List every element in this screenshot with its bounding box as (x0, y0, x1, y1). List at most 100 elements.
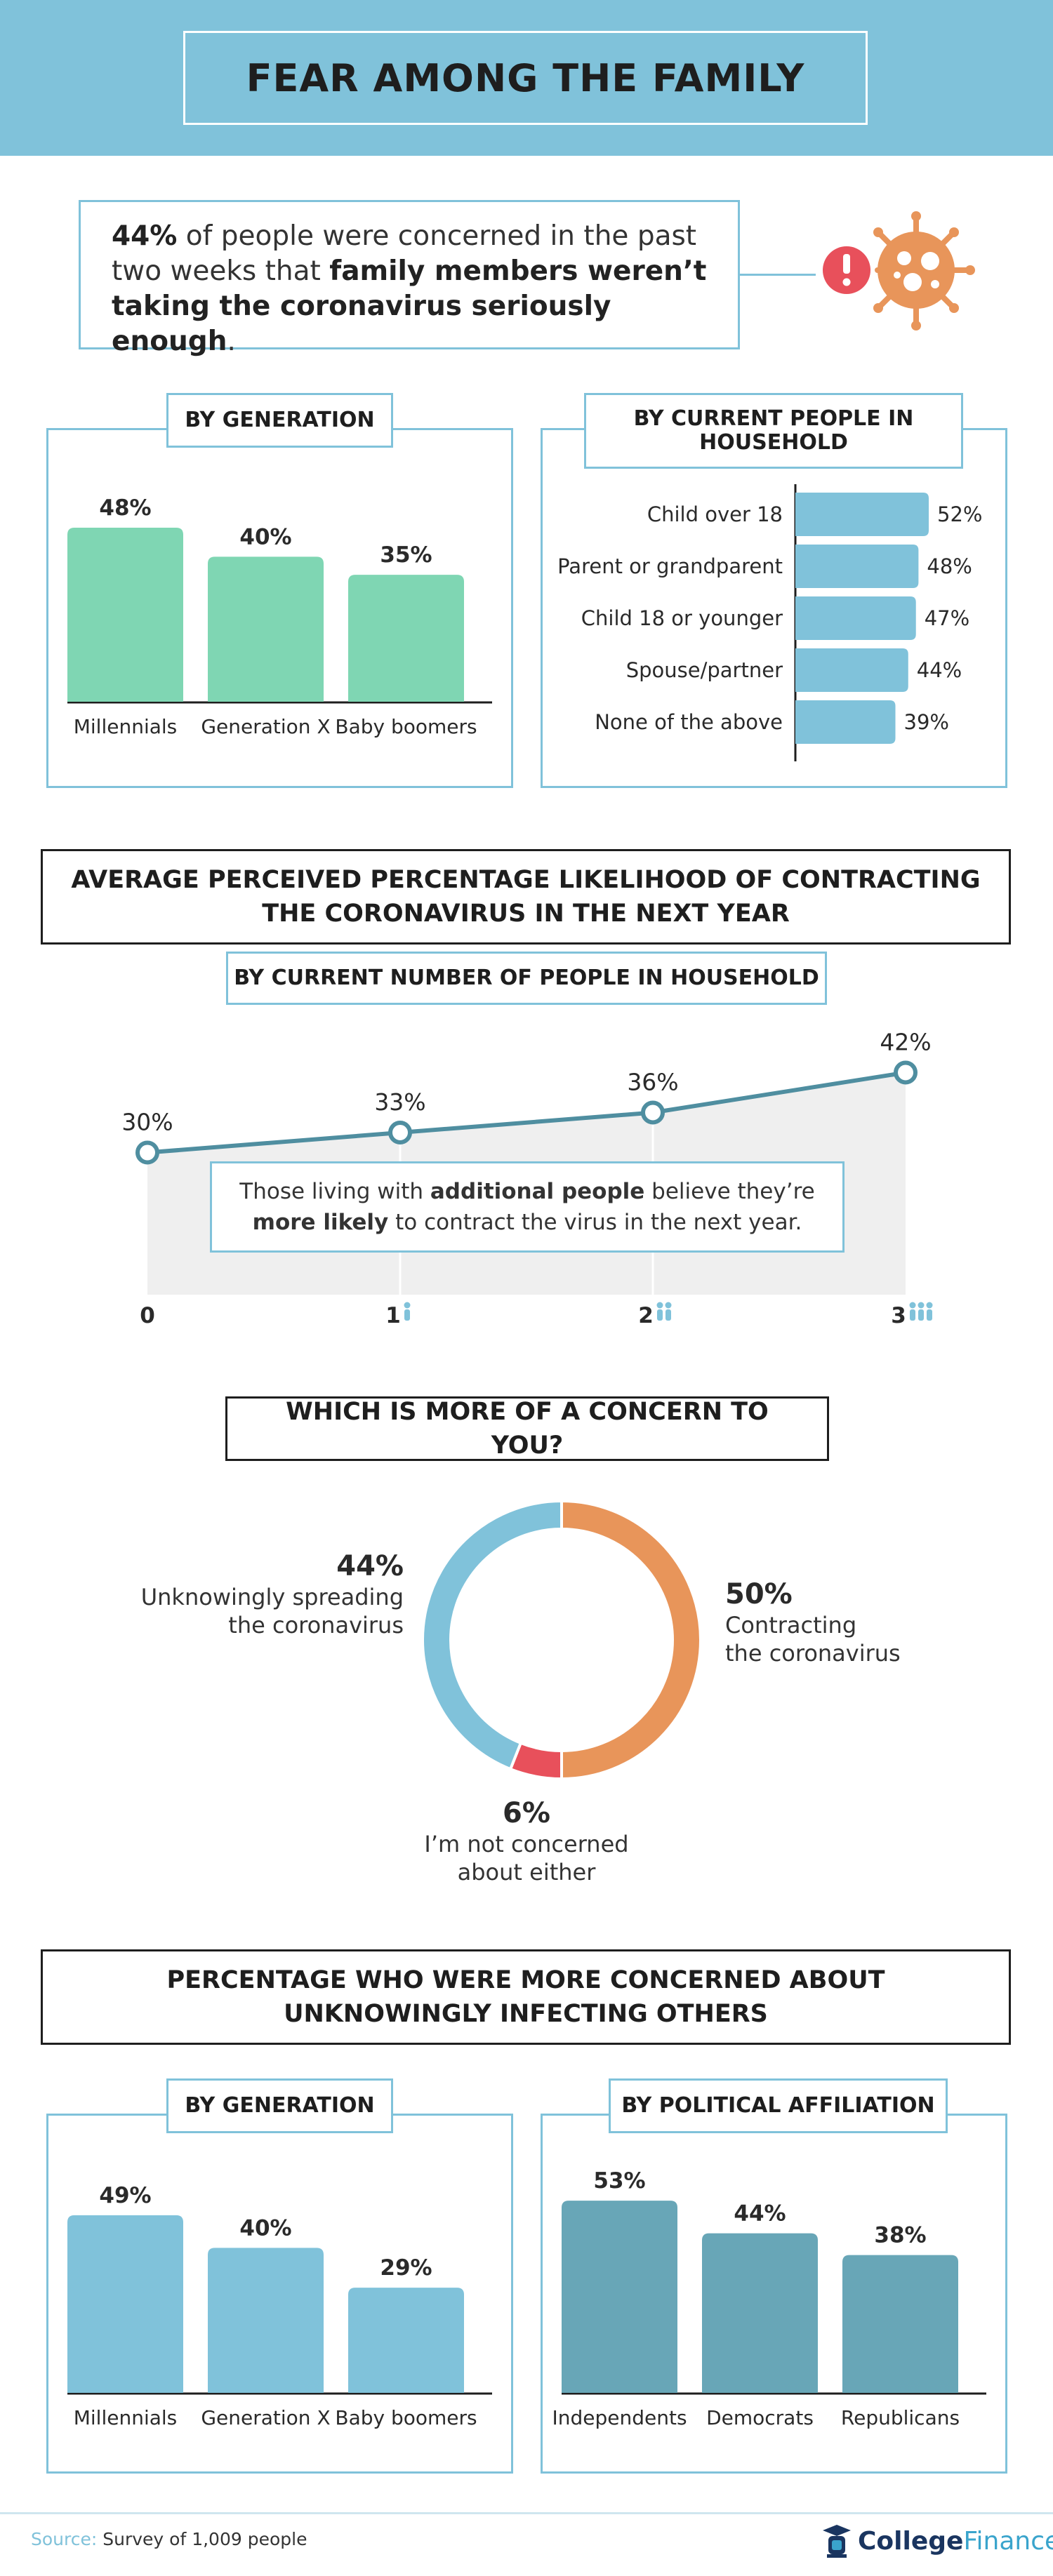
intro-bold: family members weren’t taking the corona… (112, 255, 707, 357)
bar (67, 2215, 183, 2393)
callout-bold-1: additional people (430, 1179, 645, 1204)
person-head (404, 1302, 411, 1309)
bar (208, 556, 324, 702)
category-label: Baby boomers (335, 715, 477, 738)
bar-value-label: 38% (874, 2223, 926, 2248)
point-value-label: 30% (121, 1109, 173, 1136)
line-point (641, 1100, 665, 1125)
bar-value-label: 44% (917, 658, 962, 682)
callout-part-1: Those living with (239, 1179, 430, 1204)
intro-pct: 44% (112, 220, 178, 252)
point-value-label: 36% (627, 1069, 678, 1096)
bar-value-label: 35% (380, 542, 432, 568)
intro-statement: 44% of people were concerned in the past… (79, 200, 740, 357)
header-banner: FEAR AMONG THE FAMILY (0, 0, 1053, 156)
brand-finance: Finance (963, 2526, 1053, 2556)
person-head (909, 1302, 916, 1309)
category-label: Parent or grandparent (557, 554, 783, 578)
political-bar-chart: 53% Independents 44% Democrats 38% Republican… (552, 2168, 986, 2429)
person-body (927, 1309, 932, 1321)
infecting-generation-tab: BY GENERATION (166, 2078, 393, 2133)
bar (67, 528, 183, 702)
bar-value-label: 39% (904, 710, 949, 734)
virus-icon (873, 211, 975, 331)
household-tab: BY CURRENT PEOPLE IN HOUSEHOLD (584, 393, 963, 469)
person-body (918, 1309, 924, 1321)
bar-value-label: 40% (239, 2215, 291, 2241)
person-icon (909, 1302, 916, 1321)
bar (702, 2233, 818, 2393)
household-bar-chart: Child over 18 52% Parent or grandparent 48%… (557, 484, 982, 761)
intro-text-2: . (227, 326, 236, 357)
category-label: Child over 18 (647, 502, 783, 526)
brand-logo: College Finance (821, 2523, 1053, 2558)
line-point (894, 1060, 918, 1085)
category-label: Spouse/partner (626, 658, 783, 682)
generation-tab: BY GENERATION (166, 393, 393, 448)
bar (795, 596, 916, 640)
point-value-label: 33% (374, 1088, 425, 1116)
person-icon (926, 1302, 933, 1321)
bar (348, 575, 464, 702)
bar-value-label: 40% (239, 524, 291, 549)
bar-value-label: 44% (734, 2201, 786, 2227)
bar-value-label: 48% (927, 554, 972, 578)
virus-illustration (823, 211, 975, 331)
source-note: Source: Survey of 1,009 people (31, 2529, 307, 2549)
source-label: Source: (31, 2529, 98, 2549)
none-label-2: about either (457, 1859, 596, 1886)
category-label: Republicans (841, 2406, 960, 2429)
likelihood-callout: Those living with additional people beli… (210, 1161, 845, 1253)
donut-label-spreading: 44% Unknowingly spreading the coronaviru… (126, 1549, 404, 1639)
concern-section-title: WHICH IS MORE OF A CONCERN TO YOU? (225, 1396, 829, 1461)
line-series (147, 1070, 906, 1155)
category-label: Millennials (74, 715, 178, 738)
contracting-pct: 50% (725, 1578, 793, 1610)
spreading-label-1: Unknowingly spreading (140, 1584, 404, 1610)
political-tab: BY POLITICAL AFFILIATION (609, 2078, 948, 2133)
person-head (918, 1302, 925, 1309)
none-pct: 6% (503, 1797, 550, 1829)
graduation-lantern-icon (823, 2525, 851, 2558)
donut-label-none: 6% I’m not concerned about either (386, 1796, 667, 1886)
bar (348, 2288, 464, 2393)
person-body (404, 1309, 410, 1321)
spreading-pct: 44% (336, 1550, 404, 1582)
source-text: Survey of 1,009 people (97, 2529, 307, 2549)
bar-value-label: 29% (380, 2255, 432, 2281)
category-label: Independents (552, 2406, 687, 2429)
none-label-1: I’m not concerned (424, 1831, 629, 1857)
category-label: None of the above (595, 710, 783, 734)
callout-part-2: believe they’re (644, 1179, 815, 1204)
person-icon (656, 1302, 663, 1321)
contracting-label-1: Contracting (725, 1612, 857, 1639)
x-tick-label: 0 (140, 1303, 155, 1328)
connector-line (740, 274, 816, 276)
bar-value-label: 52% (937, 502, 982, 526)
donut-label-contracting: 50% Contracting the coronavirus (725, 1577, 957, 1667)
title-frame: FEAR AMONG THE FAMILY (183, 31, 868, 125)
generation-bar-chart: 48% Millennials 40% Generation X 35% Baby boo… (67, 495, 492, 738)
person-body (665, 1309, 671, 1321)
bar-value-label: 53% (593, 2168, 645, 2194)
point-value-label: 42% (880, 1029, 931, 1056)
bar (795, 700, 896, 744)
bar (795, 648, 908, 692)
concern-donut-chart (421, 1499, 702, 1781)
person-icon (404, 1302, 411, 1321)
person-icon (918, 1302, 925, 1321)
bar (795, 493, 929, 536)
exclamation-icon (823, 246, 870, 294)
bar (795, 545, 919, 588)
donut-slice (560, 1499, 702, 1781)
infecting-generation-bar-chart: 49% Millennials 40% Generation X 29% Baby boo… (67, 2183, 492, 2429)
category-label: Generation X (201, 2406, 330, 2429)
x-tick-label: 1 (385, 1303, 401, 1328)
contracting-label-2: the coronavirus (725, 1640, 901, 1667)
person-head (665, 1302, 672, 1309)
bar (208, 2248, 324, 2393)
line-point (135, 1140, 159, 1165)
line-point (388, 1121, 412, 1144)
bar-value-label: 49% (99, 2183, 151, 2208)
category-label: Millennials (74, 2406, 178, 2429)
